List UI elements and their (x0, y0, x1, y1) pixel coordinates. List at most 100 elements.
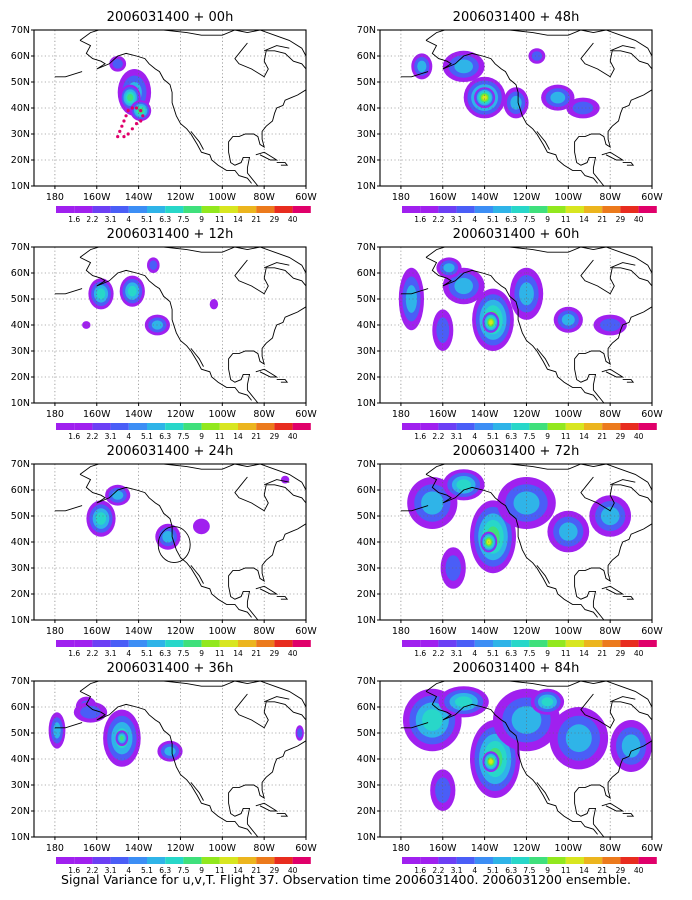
variance-contour (445, 555, 461, 581)
variance-contour (531, 51, 543, 61)
colorbar-level: 1.6 (414, 866, 426, 875)
colorbar-level: 4 (126, 866, 131, 875)
colorbar-level: 7.5 (177, 432, 189, 441)
map-plot: 70N 60N 50N 40N 30N 20N 10N 180 160W 140W 120W 100W… (357, 676, 664, 875)
map-plot: 70N 60N 50N 40N 30N 20N 10N 180 160W 140W 120W 100W… (11, 25, 318, 224)
variance-contour (599, 318, 621, 332)
colorbar-level: 7.5 (177, 866, 189, 875)
graticule (380, 247, 652, 403)
colorbar-swatch (438, 640, 457, 647)
colorbar-swatch (420, 423, 439, 430)
colorbar-swatch (292, 423, 311, 430)
lat-label: 70N (357, 459, 376, 470)
variance-contour (417, 60, 427, 73)
colorbar-swatch (493, 423, 512, 430)
colorbar-swatch (584, 640, 603, 647)
colorbar-level: 7.5 (177, 649, 189, 658)
colorbar-swatch (201, 423, 220, 430)
colorbar-level: 29 (616, 866, 626, 875)
variance-field (398, 257, 627, 351)
colorbar-swatch (56, 857, 75, 864)
colorbar-swatch (274, 423, 293, 430)
colorbar-swatch (474, 206, 493, 213)
colorbar-level: 2.2 (86, 215, 98, 224)
colorbar-level: 21 (251, 432, 261, 441)
panel-title: 2006031400 + 72h (452, 444, 580, 459)
lat-label: 30N (11, 780, 30, 791)
map-plot: 70N 60N 50N 40N 30N 20N 10N 180 160W 140W 120W 100W… (357, 25, 664, 224)
lon-label: 100W (555, 409, 583, 420)
lat-label: 40N (357, 754, 376, 765)
variance-contour (95, 512, 107, 525)
lat-label: 10N (357, 832, 376, 843)
lon-label: 100W (555, 626, 583, 637)
lon-label: 180 (392, 843, 410, 854)
track-point (139, 109, 143, 113)
colorbar-level: 7.5 (523, 649, 535, 658)
colorbar-swatch (274, 640, 293, 647)
colorbar-swatch (565, 206, 584, 213)
colorbar-level: 3.1 (451, 432, 463, 441)
track-point (122, 135, 126, 139)
colorbar-level: 5.1 (141, 215, 153, 224)
colorbar-swatch (238, 423, 257, 430)
colorbar-swatch (147, 206, 166, 213)
colorbar: 1.6 2.2 3.1 4 5.1 6.3 7.5 9 11 14 21 29 40 (56, 640, 311, 658)
colorbar-swatch (147, 423, 166, 430)
variance-contour (80, 705, 101, 719)
variance-field (82, 257, 219, 336)
variance-field (86, 475, 290, 550)
colorbar-swatch (183, 206, 202, 213)
lon-label: 80W (599, 626, 621, 637)
colorbar-swatch (219, 857, 238, 864)
colorbar-swatch (183, 640, 202, 647)
variance-contour (541, 697, 554, 707)
colorbar-level: 7.5 (523, 215, 535, 224)
lat-label: 60N (357, 268, 376, 279)
lon-label: 60W (641, 409, 663, 420)
lat-label: 20N (357, 155, 376, 166)
colorbar-level: 29 (270, 215, 280, 224)
graticule (34, 30, 306, 186)
colorbar-level: 3.1 (105, 649, 117, 658)
colorbar-swatch (56, 640, 75, 647)
lat-label: 30N (357, 129, 376, 140)
colorbar: 1.6 2.2 3.1 4 5.1 6.3 7.5 9 11 14 21 29 40 (402, 423, 657, 441)
colorbar-level: 11 (561, 432, 571, 441)
colorbar-level: 7.5 (523, 432, 535, 441)
lon-label: 180 (46, 192, 64, 203)
colorbar-level: 6.3 (505, 432, 517, 441)
colorbar-level: 6.3 (159, 432, 171, 441)
variance-contour (455, 696, 473, 708)
lat-label: 40N (11, 103, 30, 114)
colorbar-swatch (420, 857, 439, 864)
lon-label: 80W (599, 843, 621, 854)
map-plot: 70N 60N 50N 40N 30N 20N 10N 180 160W 140W 120W 100W… (357, 242, 664, 441)
variance-contour (297, 728, 303, 738)
colorbar-swatch (183, 423, 202, 430)
variance-contour (127, 285, 137, 297)
lon-label: 80W (253, 626, 275, 637)
colorbar-swatch (438, 206, 457, 213)
variance-contour (572, 101, 594, 115)
colorbar-swatch (92, 857, 111, 864)
lat-label: 10N (11, 398, 30, 409)
colorbar-swatch (201, 857, 220, 864)
colorbar-swatch (110, 857, 129, 864)
colorbar-level: 3.1 (105, 432, 117, 441)
lat-label: 50N (357, 511, 376, 522)
variance-contour (443, 263, 455, 273)
lon-label: 140W (125, 192, 153, 203)
colorbar-level: 29 (270, 866, 280, 875)
lat-label: 40N (11, 320, 30, 331)
coastline (400, 464, 652, 620)
lat-label: 40N (357, 320, 376, 331)
lat-label: 10N (357, 615, 376, 626)
panel-title: 2006031400 + 00h (106, 10, 234, 25)
map-panel: 2006031400 + 12h 70N 60N 50N 40N 30N 20N 10N 180… (0, 225, 332, 443)
lon-label: 60W (295, 409, 317, 420)
colorbar-level: 3.1 (451, 649, 463, 658)
colorbar-swatch (511, 423, 530, 430)
lon-label: 140W (125, 409, 153, 420)
colorbar-swatch (147, 857, 166, 864)
